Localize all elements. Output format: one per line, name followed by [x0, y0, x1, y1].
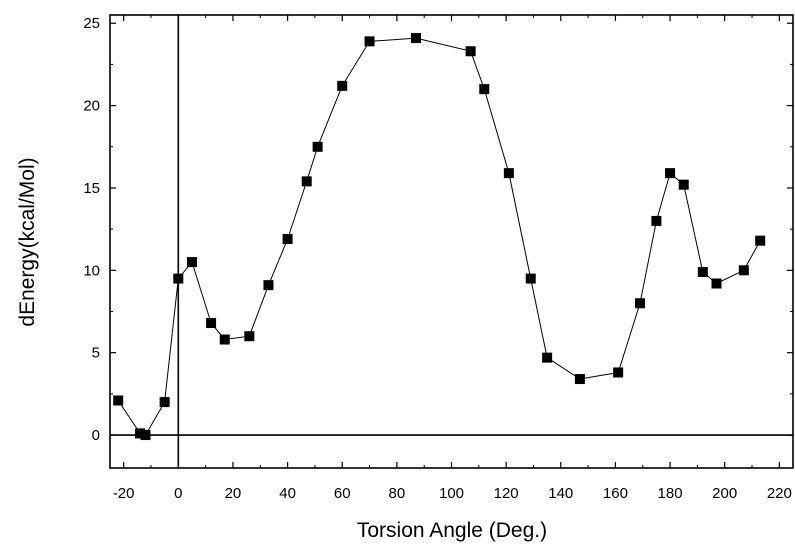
data-point-marker	[113, 395, 124, 406]
data-point-marker	[665, 168, 676, 179]
data-point-marker	[542, 352, 553, 363]
data-point-marker	[574, 374, 585, 385]
data-point-marker	[479, 84, 490, 95]
x-tick-label: -20	[113, 485, 135, 502]
data-point-marker	[312, 141, 323, 152]
y-tick-label: 0	[92, 427, 100, 444]
x-tick-label: 0	[174, 485, 182, 502]
data-point-marker	[613, 367, 624, 378]
tick-labels: -20 0 20 40 60 80 100 120 140 160 180 200 220 0 5 10 15 2…	[83, 15, 792, 502]
data-point-marker	[525, 273, 536, 284]
x-tick-label: 80	[389, 485, 406, 502]
x-tick-label: 40	[279, 485, 296, 502]
x-tick-label: 200	[712, 485, 737, 502]
y-tick-label: 20	[83, 98, 100, 115]
x-tick-label: 60	[334, 485, 351, 502]
data-point-marker	[244, 331, 255, 342]
data-point-marker	[206, 318, 217, 329]
x-tick-label: 120	[494, 485, 519, 502]
data-point-marker	[263, 280, 274, 291]
data-point-marker	[301, 176, 312, 187]
data-point-marker	[282, 234, 293, 245]
data-point-marker	[364, 36, 375, 47]
data-point-marker	[219, 334, 230, 345]
data-point-marker	[173, 273, 184, 284]
y-tick-label: 25	[83, 15, 100, 32]
data-point-marker	[186, 257, 197, 268]
data-point-marker	[135, 428, 146, 439]
x-axis-title: Torsion Angle (Deg.)	[357, 519, 547, 542]
y-axis-title: dEnergy(kcal/Mol)	[16, 157, 39, 326]
x-tick-label: 20	[225, 485, 242, 502]
data-point-marker	[738, 265, 749, 276]
x-tick-label: 140	[548, 485, 573, 502]
data-point-marker	[140, 430, 151, 441]
axis-ticks	[110, 15, 793, 468]
reference-lines	[110, 15, 793, 468]
data-point-marker	[678, 179, 689, 190]
plot-area-frame	[109, 14, 794, 469]
x-tick-label: 160	[603, 485, 628, 502]
y-tick-label: 15	[83, 180, 100, 197]
y-tick-label: 10	[83, 262, 100, 279]
data-point-marker	[635, 298, 646, 309]
data-point-marker	[711, 278, 722, 289]
x-tick-label: 220	[767, 485, 792, 502]
y-tick-label: 5	[92, 345, 100, 362]
data-point-marker	[337, 80, 348, 91]
x-tick-label: 180	[658, 485, 683, 502]
data-point-marker	[159, 397, 170, 408]
data-markers	[113, 33, 766, 441]
data-point-marker	[465, 46, 476, 57]
data-point-marker	[503, 168, 514, 179]
data-point-marker	[755, 235, 766, 246]
x-tick-label: 100	[439, 485, 464, 502]
data-point-marker	[651, 215, 662, 226]
series-line	[117, 37, 761, 436]
data-point-marker	[697, 266, 708, 277]
data-point-marker	[410, 33, 421, 44]
